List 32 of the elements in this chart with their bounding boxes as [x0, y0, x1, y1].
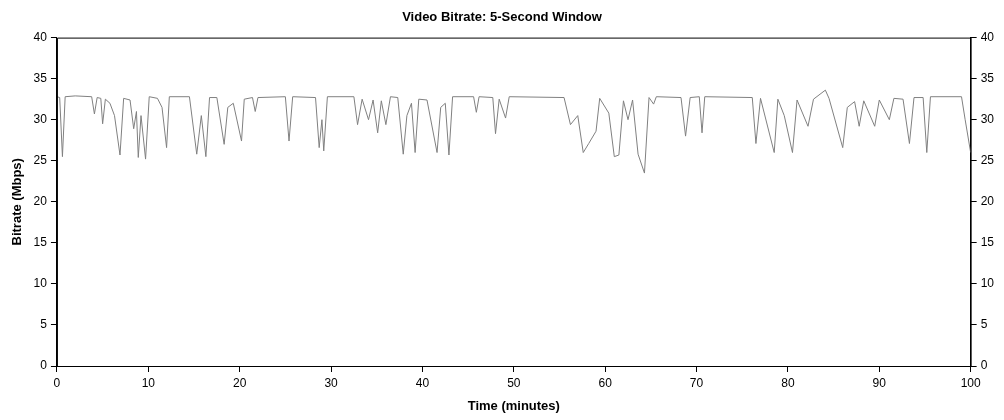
- x-tick-label: 10: [141, 375, 156, 390]
- x-tick-label: 50: [507, 375, 521, 390]
- chart-title: Video Bitrate: 5-Second Window: [402, 9, 603, 25]
- x-axis-title: Time (minutes): [467, 397, 560, 413]
- y-tick-label: 15: [33, 235, 48, 250]
- y-axis-title: Bitrate (Mbps): [9, 158, 25, 246]
- y-tick-label: 0: [40, 358, 48, 373]
- y-tick-label: 5: [40, 317, 48, 332]
- y-tick-label: 40: [33, 29, 48, 44]
- y2-tick-label: 20: [980, 194, 995, 209]
- y2-tick-label: 35: [980, 70, 995, 85]
- y2-tick-label: 40: [980, 29, 995, 44]
- y-tick-label: 10: [33, 276, 48, 291]
- y2-tick-label: 25: [980, 153, 995, 168]
- y2-tick-label: 30: [980, 112, 995, 127]
- y-tick-label: 20: [33, 194, 48, 209]
- x-tick-label: 0: [53, 375, 61, 390]
- y-tick-label: 35: [33, 70, 48, 85]
- x-tick-label: 30: [324, 375, 339, 390]
- y2-tick-label: 0: [980, 358, 988, 373]
- y2-tick-label: 15: [980, 235, 995, 250]
- x-tick-label: 60: [598, 375, 613, 390]
- x-tick-label: 90: [872, 375, 887, 390]
- x-tick-label: 80: [781, 375, 795, 390]
- y-tick-label: 30: [33, 112, 48, 127]
- y2-tick-label: 5: [980, 317, 988, 332]
- x-tick-label: 20: [233, 375, 247, 390]
- y-tick-label: 25: [33, 153, 48, 168]
- x-tick-label: 40: [415, 375, 430, 390]
- y2-tick-label: 10: [980, 276, 995, 291]
- x-tick-label: 70: [689, 375, 704, 390]
- x-tick-label: 100: [960, 375, 981, 390]
